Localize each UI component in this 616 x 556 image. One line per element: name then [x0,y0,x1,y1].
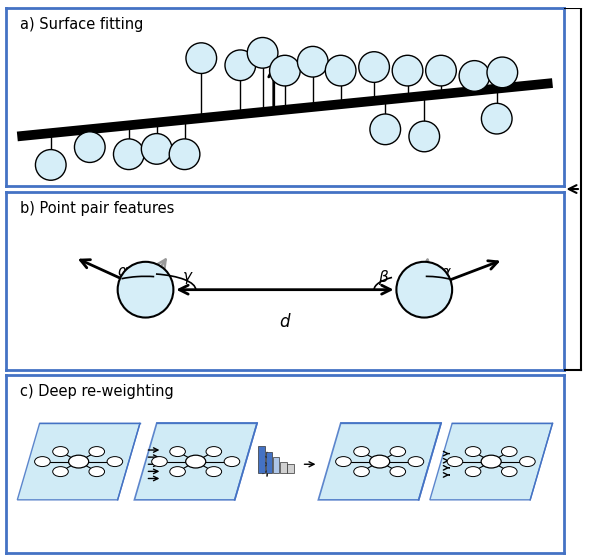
Ellipse shape [298,46,328,77]
Ellipse shape [107,456,123,466]
Text: b) Point pair features: b) Point pair features [20,201,174,216]
Ellipse shape [36,150,66,180]
Ellipse shape [501,446,517,456]
Ellipse shape [370,114,400,145]
Text: β: β [378,270,387,285]
Ellipse shape [465,446,481,456]
Bar [265,453,272,473]
Ellipse shape [392,55,423,86]
Ellipse shape [206,446,222,456]
Text: α: α [117,264,127,279]
Ellipse shape [170,446,185,456]
Ellipse shape [390,446,405,456]
Ellipse shape [113,139,144,170]
Ellipse shape [370,455,390,468]
Ellipse shape [89,466,105,476]
Ellipse shape [354,446,370,456]
Ellipse shape [482,103,512,134]
Ellipse shape [152,456,168,466]
Ellipse shape [465,466,481,476]
Ellipse shape [325,55,356,86]
Ellipse shape [459,61,490,91]
Text: a) Surface fitting: a) Surface fitting [20,17,144,32]
Bar [280,462,286,473]
Ellipse shape [359,52,389,82]
Ellipse shape [390,466,405,476]
Ellipse shape [247,37,278,68]
Ellipse shape [336,456,351,466]
Text: α: α [440,265,451,280]
Bar [273,457,279,473]
Bar [288,464,294,473]
Polygon shape [430,423,553,500]
Ellipse shape [34,456,50,466]
Ellipse shape [118,262,174,317]
Text: γ: γ [183,269,192,284]
Ellipse shape [75,132,105,162]
Ellipse shape [520,456,535,466]
Ellipse shape [53,446,68,456]
Ellipse shape [409,121,440,152]
Ellipse shape [426,55,456,86]
Ellipse shape [53,466,68,476]
Bar [259,446,265,473]
Ellipse shape [185,455,206,468]
Ellipse shape [169,139,200,170]
Polygon shape [318,423,441,500]
Ellipse shape [487,57,517,88]
Ellipse shape [141,133,172,164]
Polygon shape [134,423,257,500]
Ellipse shape [206,466,222,476]
Ellipse shape [270,55,300,86]
Ellipse shape [397,262,452,317]
Ellipse shape [408,456,424,466]
Text: c) Deep re-weighting: c) Deep re-weighting [20,384,174,399]
Ellipse shape [186,43,217,73]
Ellipse shape [354,466,370,476]
Ellipse shape [501,466,517,476]
Ellipse shape [447,456,463,466]
Ellipse shape [89,446,105,456]
Ellipse shape [170,466,185,476]
Ellipse shape [224,456,240,466]
Text: d: d [280,313,290,331]
Polygon shape [17,423,140,500]
Ellipse shape [68,455,89,468]
Ellipse shape [481,455,501,468]
Ellipse shape [225,50,256,81]
